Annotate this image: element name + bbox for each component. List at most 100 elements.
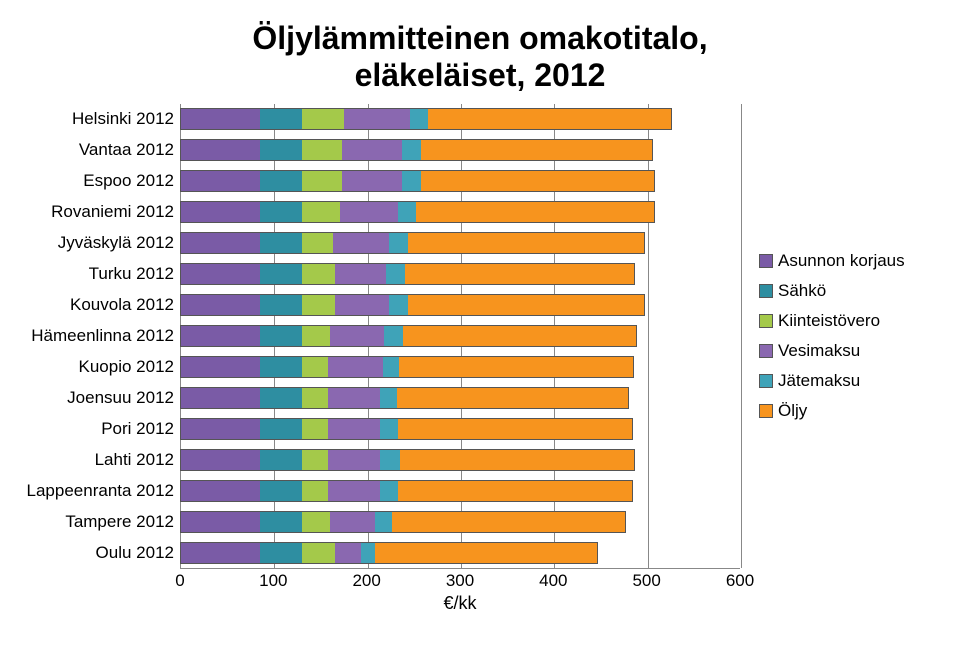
- bar-segment: [181, 512, 260, 532]
- x-axis: 0100200300400500600: [180, 569, 740, 589]
- stacked-bar: [181, 481, 632, 501]
- bar-segment: [340, 202, 398, 222]
- bar-row: [181, 228, 740, 259]
- bar-segment: [302, 419, 328, 439]
- y-axis-label: Jyväskylä 2012: [10, 228, 174, 259]
- bar-segment: [181, 171, 260, 191]
- bar-segment: [181, 202, 260, 222]
- bar-segment: [410, 109, 429, 129]
- y-axis-labels: Helsinki 2012Vantaa 2012Espoo 2012Rovani…: [10, 104, 180, 614]
- x-axis-title: €/kk: [180, 593, 740, 614]
- chart-container: Helsinki 2012Vantaa 2012Espoo 2012Rovani…: [10, 104, 950, 614]
- legend-swatch: [760, 285, 772, 297]
- bar-segment: [403, 326, 636, 346]
- bar-segment: [328, 419, 379, 439]
- x-axis-tick: 400: [539, 571, 567, 591]
- bar-row: [181, 259, 740, 290]
- bar-segment: [380, 388, 397, 408]
- bar-segment: [380, 481, 399, 501]
- stacked-bar: [181, 202, 654, 222]
- bar-segment: [408, 233, 644, 253]
- bar-segment: [380, 450, 401, 470]
- stacked-bar: [181, 357, 633, 377]
- stacked-bar: [181, 295, 644, 315]
- bar-segment: [302, 512, 330, 532]
- bar-row: [181, 290, 740, 321]
- bar-segment: [361, 543, 375, 563]
- y-axis-label: Tampere 2012: [10, 507, 174, 538]
- bar-segment: [260, 419, 302, 439]
- bar-segment: [181, 233, 260, 253]
- bar-segment: [342, 171, 403, 191]
- legend-label: Vesimaksu: [778, 341, 860, 361]
- bar-segment: [398, 419, 631, 439]
- bar-segment: [333, 233, 389, 253]
- stacked-bar: [181, 450, 634, 470]
- bar-segment: [260, 512, 302, 532]
- bar-row: [181, 104, 740, 135]
- bar-segment: [397, 388, 628, 408]
- x-axis-tick: 0: [175, 571, 184, 591]
- bar-segment: [330, 326, 384, 346]
- bar-segment: [302, 357, 328, 377]
- legend-label: Sähkö: [778, 281, 826, 301]
- bar-segment: [260, 450, 302, 470]
- legend-label: Asunnon korjaus: [778, 251, 905, 271]
- y-axis-label: Rovaniemi 2012: [10, 197, 174, 228]
- y-axis-label: Pori 2012: [10, 414, 174, 445]
- bar-segment: [260, 326, 302, 346]
- legend-item: Asunnon korjaus: [760, 251, 930, 271]
- bar-segment: [260, 357, 302, 377]
- legend-item: Jätemaksu: [760, 371, 930, 391]
- bar-segment: [260, 109, 302, 129]
- y-axis-label: Oulu 2012: [10, 538, 174, 569]
- stacked-bar: [181, 109, 671, 129]
- bar-row: [181, 538, 740, 569]
- plot-column: 0100200300400500600 €/kk: [180, 104, 740, 614]
- bar-segment: [330, 512, 375, 532]
- x-axis-tick: 100: [259, 571, 287, 591]
- bar-row: [181, 414, 740, 445]
- bar-row: [181, 166, 740, 197]
- y-axis-label: Joensuu 2012: [10, 383, 174, 414]
- bar-segment: [328, 450, 379, 470]
- bar-segment: [260, 481, 302, 501]
- bar-segment: [328, 481, 379, 501]
- bar-segment: [328, 388, 379, 408]
- legend-item: Öljy: [760, 401, 930, 421]
- bar-segment: [328, 357, 382, 377]
- bar-segment: [181, 543, 260, 563]
- bar-segment: [389, 295, 408, 315]
- bar-segment: [302, 388, 328, 408]
- bar-segment: [302, 481, 328, 501]
- bar-segment: [375, 512, 392, 532]
- bar-segment: [335, 264, 386, 284]
- bar-segment: [389, 233, 408, 253]
- bar-segment: [398, 481, 631, 501]
- chart-title-line1: Öljylämmitteinen omakotitalo,: [10, 20, 950, 57]
- legend-item: Kiinteistövero: [760, 311, 930, 331]
- bar-row: [181, 507, 740, 538]
- legend-item: Vesimaksu: [760, 341, 930, 361]
- chart-title-line2: eläkeläiset, 2012: [10, 57, 950, 94]
- bar-segment: [181, 295, 260, 315]
- legend-item: Sähkö: [760, 281, 930, 301]
- y-axis-label: Espoo 2012: [10, 166, 174, 197]
- y-axis-label: Lahti 2012: [10, 445, 174, 476]
- stacked-bar: [181, 388, 628, 408]
- bar-segment: [181, 481, 260, 501]
- bar-row: [181, 445, 740, 476]
- stacked-bar: [181, 512, 625, 532]
- bar-row: [181, 321, 740, 352]
- legend-label: Jätemaksu: [778, 371, 860, 391]
- bar-segment: [260, 543, 302, 563]
- bar-segment: [260, 264, 302, 284]
- bar-segment: [302, 233, 333, 253]
- legend-label: Kiinteistövero: [778, 311, 880, 331]
- bar-segment: [384, 326, 403, 346]
- legend-swatch: [760, 315, 772, 327]
- y-axis-label: Hämeenlinna 2012: [10, 321, 174, 352]
- bar-segment: [260, 140, 302, 160]
- bar-segment: [302, 202, 339, 222]
- legend-swatch: [760, 255, 772, 267]
